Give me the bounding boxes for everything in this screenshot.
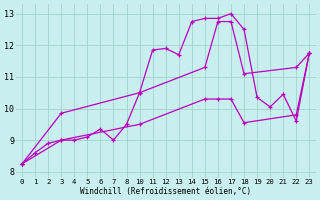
X-axis label: Windchill (Refroidissement éolien,°C): Windchill (Refroidissement éolien,°C) <box>80 187 251 196</box>
